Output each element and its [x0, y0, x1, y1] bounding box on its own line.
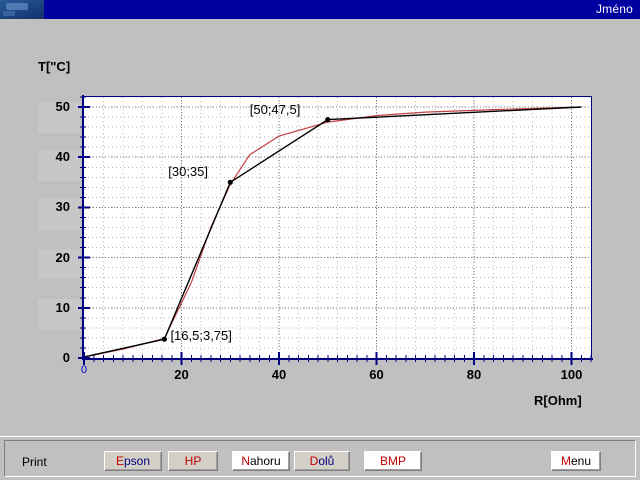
plot-svg [84, 97, 591, 358]
grid-major [84, 97, 591, 358]
grid-minor [84, 97, 591, 358]
dolu-button-label: D [309, 454, 319, 468]
point-annotation: [30;35] [168, 164, 209, 180]
hp-button[interactable]: HP [168, 451, 218, 471]
x-tick-label: 100 [560, 367, 583, 382]
ghost-artifact [38, 103, 80, 133]
nahoru-button[interactable]: Nahoru [232, 451, 290, 471]
y-tick-label: 0 [62, 350, 70, 365]
plot-area [84, 97, 591, 358]
data-point-markers [161, 117, 331, 342]
epson-button[interactable]: Epson [104, 451, 162, 471]
plot-top-border [84, 96, 591, 97]
x-tick-label: 20 [174, 367, 189, 382]
window-title: Jméno [595, 2, 633, 16]
x-axis-line [82, 358, 593, 360]
toolbar-frame [4, 440, 636, 477]
y-axis-title: T["C] [38, 59, 71, 74]
x-tick-label: 40 [271, 367, 287, 382]
ghost-artifact [38, 151, 80, 181]
client-area: T["C] [0, 19, 640, 436]
y-axis-line [82, 95, 84, 360]
y-tick-label: 30 [55, 199, 70, 215]
chart: T["C] [0, 19, 640, 436]
y-tick-label: 20 [55, 249, 70, 265]
logo-glint-2 [3, 11, 15, 16]
series-fitted-curve [84, 106, 582, 358]
hp-button-label: HP [184, 454, 202, 468]
menu-button-label-rest: enu [570, 454, 592, 468]
plot-right-border [591, 96, 592, 359]
bmp-button[interactable]: BMP [364, 451, 422, 471]
data-point-marker [161, 336, 167, 342]
y-tick-label: 10 [55, 299, 70, 315]
epson-button-label-rest: pson [123, 454, 151, 468]
x-axis-title: R[Ohm] [534, 393, 582, 408]
nahoru-button-label: N [241, 454, 250, 468]
dolu-button-label-rest: olů [318, 454, 335, 468]
ghost-artifact [38, 249, 80, 279]
ghost-artifact [38, 299, 80, 329]
bmp-button-label: BMP [379, 454, 406, 468]
dolu-button[interactable]: Dolů [294, 451, 350, 471]
point-annotation: [16,5;3,75] [170, 328, 232, 344]
ghost-artifact [38, 199, 80, 231]
x-tick-label: 0 [80, 364, 88, 376]
x-tick-label: 60 [369, 367, 384, 382]
y-tick-label: 50 [55, 99, 70, 115]
epson-button-label: E [115, 454, 124, 468]
y-tick-label: 40 [55, 149, 70, 165]
app-logo-icon [0, 0, 44, 19]
data-point-marker [227, 179, 233, 185]
logo-glint-1 [6, 3, 28, 10]
data-point-marker [325, 117, 331, 123]
menu-button-label: M [560, 454, 571, 468]
print-label: Print [22, 455, 47, 469]
nahoru-button-label-rest: ahoru [249, 454, 281, 468]
series-measured-polyline [84, 106, 582, 358]
title-bar: Jméno [0, 0, 640, 19]
menu-button[interactable]: Menu [551, 451, 601, 471]
x-tick-label: 80 [466, 367, 482, 382]
point-annotation: [50;47,5] [249, 101, 301, 117]
